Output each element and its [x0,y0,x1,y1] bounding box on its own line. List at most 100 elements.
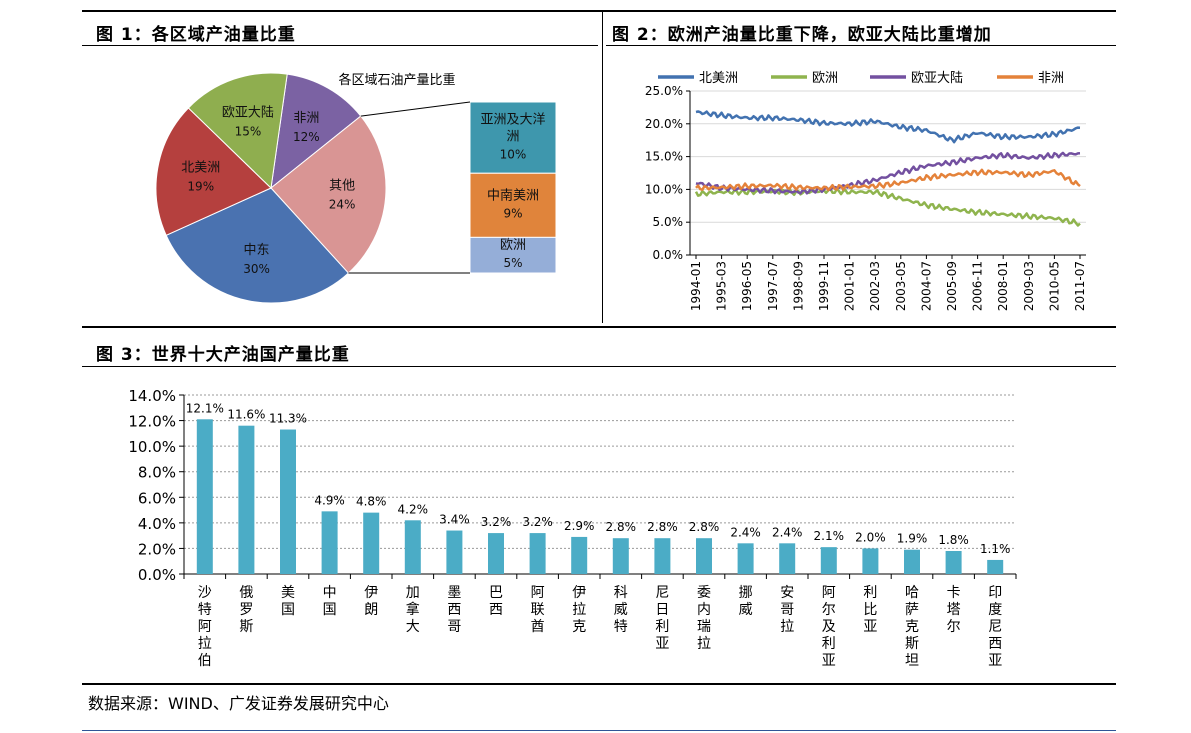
bar [904,549,920,574]
bar [654,538,671,574]
bar [446,530,463,574]
pie-slice [165,187,350,304]
bar [737,543,754,574]
y-tick-label: 5.0% [653,215,684,229]
x-category-label: 伊拉克 [572,585,586,635]
connector-line [360,101,471,117]
bar [945,550,962,574]
pie-slice-value: 24% [329,198,356,212]
y-tick-label: 20.0% [645,117,683,131]
bar [820,547,837,574]
x-category-label: 挪威 [739,585,753,618]
series-line [695,168,1081,192]
panel-separator [602,10,603,323]
x-tick-label: 1998-09 [791,261,805,311]
pie-slice-label: 中东 [244,243,270,258]
bar-value-label: 2.9% [564,519,595,533]
breakdown-label: 洲 [506,130,519,145]
bar-value-label: 3.2% [522,515,553,529]
breakdown-segment [469,101,557,174]
breakdown-segment [469,236,557,274]
bar-value-label: 4.2% [398,502,429,516]
pie-slice-label: 欧亚大陆 [222,105,274,121]
fig2-title: 图 2：欧洲产油量比重下降，欧亚大陆比重增加 [612,25,992,45]
x-category-label: 科威特 [614,585,628,635]
bar [571,536,588,574]
x-tick-label: 2001-01 [843,261,857,311]
x-category-label: 俄罗斯 [239,585,253,635]
x-tick-label: 1999-11 [817,261,831,311]
legend-label: 欧洲 [812,71,838,86]
bar [363,512,380,574]
y-tick-label: 10.0% [128,438,176,456]
pie-slice-label: 其他 [329,179,355,194]
x-category-label: 阿联酋 [531,585,545,635]
fig2-title-rule [606,45,1116,46]
pie-slice-label: 北美洲 [181,161,220,176]
breakdown-segment [469,172,557,238]
x-tick-label: 2005-09 [945,261,959,311]
data-source: 数据来源：WIND、广发证券发展研究中心 [88,694,389,713]
pie-slice-label: 非洲 [293,111,319,126]
x-category-label: 委内瑞拉 [697,585,711,652]
legend-label: 北美洲 [699,71,738,86]
x-tick-label: 2009-03 [1022,261,1036,311]
y-tick-label: 10.0% [645,182,683,196]
bar [404,520,421,574]
x-tick-label: 1995-03 [715,261,729,311]
x-category-label: 伊朗 [364,585,378,618]
bar [862,548,879,574]
x-tick-label: 2006-11 [971,261,985,311]
bar-value-label: 1.8% [938,533,969,547]
pie-slice-value: 12% [293,130,320,144]
bar-value-label: 2.4% [772,525,803,539]
bar [488,533,504,574]
bottom-rule [82,730,1116,731]
bar-value-label: 3.4% [439,513,470,527]
y-tick-label: 15.0% [645,150,683,164]
x-category-label: 美国 [281,585,295,618]
bar [280,429,296,574]
pie-slice [270,73,362,190]
breakdown-label: 中南美洲 [487,187,539,203]
series-line [695,110,1081,144]
pie-slice [187,72,288,190]
bar-value-label: 1.1% [980,542,1011,556]
breakdown-value: 10% [500,148,527,162]
x-category-label: 哈萨克斯坦 [905,585,919,669]
x-category-label: 印度尼西亚 [988,585,1002,669]
pie-title: 各区域石油产量比重 [338,72,455,88]
x-tick-label: 2010-05 [1047,261,1061,311]
x-category-label: 沙特阿拉伯 [198,585,212,669]
x-tick-label: 2008-01 [996,261,1010,311]
breakdown-value: 9% [503,206,522,220]
pie-slice-value: 15% [235,125,262,139]
bar-value-label: 4.9% [314,493,345,507]
bar-value-label: 2.1% [814,529,845,543]
source-top-rule [82,683,1116,685]
bar-value-label: 3.2% [481,515,512,529]
x-tick-label: 1996-05 [740,261,754,311]
x-tick-label: 2011-07 [1073,261,1087,311]
pie-slice [270,115,387,274]
y-tick-label: 25.0% [645,84,683,98]
bar [987,559,1004,574]
bar [779,543,796,574]
bar [238,425,255,574]
middle-rule [82,326,1116,328]
x-tick-label: 2003-05 [894,261,908,311]
bar-value-label: 1.9% [897,532,928,546]
bar-value-label: 2.8% [689,520,720,534]
y-tick-label: 8.0% [138,464,176,482]
x-tick-label: 1994-01 [689,261,703,311]
x-category-label: 墨西哥 [447,585,461,635]
x-tick-label: 1997-07 [766,261,780,311]
pie-slice-value: 30% [243,262,270,276]
y-tick-label: 4.0% [138,515,176,533]
x-category-label: 利比亚 [863,585,877,635]
x-category-label: 安哥拉 [780,585,794,635]
x-category-label: 尼日利亚 [655,585,669,652]
fig3-title-rule [82,366,1116,367]
y-tick-label: 2.0% [138,540,176,558]
